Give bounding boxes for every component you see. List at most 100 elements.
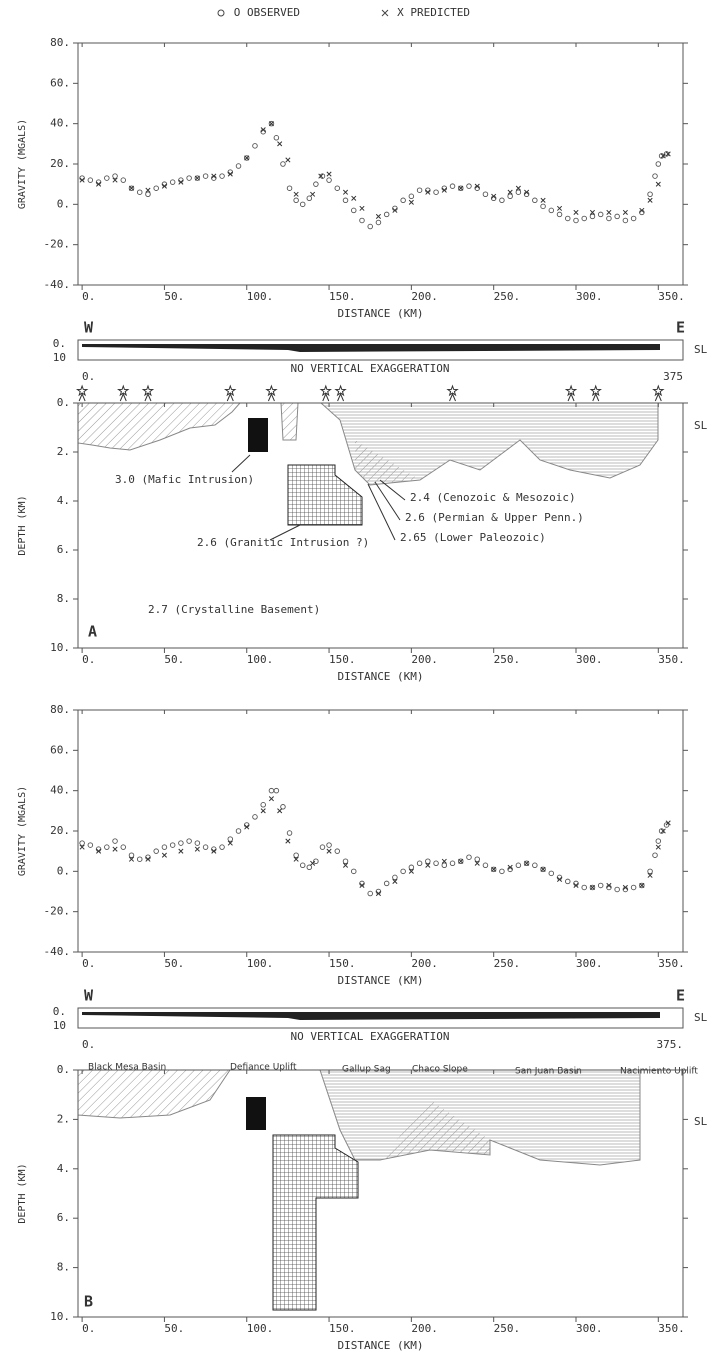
observed-point <box>515 189 522 195</box>
observed-point <box>235 828 242 834</box>
predicted-point <box>556 876 563 882</box>
strip-note: NO VERTICAL EXAGGERATION <box>291 362 450 375</box>
predicted-point <box>342 862 349 868</box>
predicted-point <box>178 179 184 185</box>
predicted-point <box>408 199 414 205</box>
y-tick-label: -40. <box>44 945 71 958</box>
x-tick-label: 300. <box>576 1322 603 1335</box>
observed-point <box>532 197 538 204</box>
annotation: 2.6 (Permian & Upper Penn.) <box>405 511 584 524</box>
observed-point <box>383 211 390 218</box>
y-tick-label: 80. <box>50 703 70 716</box>
observed-point <box>293 852 299 858</box>
observed-point <box>589 213 596 220</box>
predicted-point <box>194 846 200 852</box>
x-tick-label: 250. <box>494 957 521 970</box>
observed-point <box>286 830 293 836</box>
observed-point <box>400 868 406 875</box>
predicted-point <box>655 844 661 850</box>
predicted-point <box>425 862 431 868</box>
annotation: 2.4 (Cenozoic & Mesozoic) <box>410 491 576 504</box>
predicted-point <box>660 153 666 159</box>
observed-point <box>313 181 319 187</box>
observed-point <box>573 217 579 224</box>
predicted-point <box>326 848 332 854</box>
legend-predicted: X PREDICTED <box>397 6 470 19</box>
strip-west: W <box>84 319 94 337</box>
x-tick-label: 200. <box>411 957 438 970</box>
observed-point <box>342 858 349 865</box>
y-tick-label: 4. <box>57 494 70 507</box>
y-tick-label: -40. <box>44 278 71 291</box>
predicted-point <box>359 205 365 211</box>
sediment <box>355 440 420 485</box>
x-axis-title: DISTANCE (KM) <box>337 1339 423 1352</box>
x-tick-label: 250. <box>494 1322 521 1335</box>
observed-point <box>286 185 293 191</box>
predicted-point <box>665 820 671 826</box>
observed-point <box>79 840 85 846</box>
predicted-point <box>161 183 167 189</box>
observed-point <box>630 215 637 222</box>
observed-point <box>235 163 242 169</box>
observed-point <box>482 191 489 197</box>
observed-point <box>104 844 110 850</box>
observed-point <box>589 884 596 891</box>
observed-point <box>202 173 209 179</box>
observed-point <box>299 201 306 208</box>
predicted-point <box>524 860 530 866</box>
annotation: 2.65 (Lower Paleozoic) <box>400 531 546 544</box>
observed-point <box>252 143 258 149</box>
x-tick-label: 350. <box>658 1322 685 1335</box>
annotation: 3.0 (Mafic Intrusion) <box>115 473 254 486</box>
observed-point <box>482 862 489 869</box>
observed-point <box>466 854 472 860</box>
predicted-point <box>425 189 431 195</box>
predicted-point <box>408 868 414 874</box>
observed-point <box>499 197 505 204</box>
x-tick-label: 150. <box>329 290 356 303</box>
x-tick-label: 250. <box>494 290 521 303</box>
strip-frame <box>77 1007 684 1029</box>
x-tick-label: 300. <box>576 290 603 303</box>
predicted-point <box>145 856 151 862</box>
predicted-point <box>359 882 365 889</box>
predicted-point <box>491 866 497 872</box>
observed-point <box>319 844 326 850</box>
predicted-point <box>260 808 266 814</box>
predicted-point <box>211 173 217 179</box>
observed-point <box>499 868 505 875</box>
observed-point <box>104 175 110 181</box>
station-stand <box>449 392 456 402</box>
observed-point <box>128 185 135 191</box>
observed-point <box>280 804 286 810</box>
mafic-intrusion <box>246 1097 266 1130</box>
observed-point <box>334 185 341 191</box>
predicted-point <box>227 840 233 846</box>
predicted-point <box>573 209 579 215</box>
strip-start: 0. <box>82 1038 95 1051</box>
strip-frame <box>77 339 684 361</box>
y-tick-label: 8. <box>57 1261 70 1274</box>
profile-strip: W E 0. 10 NO VERTICAL EXAGGERATION 0. 37… <box>53 987 708 1052</box>
x-axis-title: DISTANCE (KM) <box>337 974 423 987</box>
strip-bottom: 10 <box>53 1019 66 1032</box>
observed-point <box>416 187 423 193</box>
plot-frame <box>77 709 684 953</box>
x-tick-label: 50. <box>164 290 184 303</box>
observed-point <box>458 858 464 865</box>
observed-point <box>614 213 620 220</box>
observed-point <box>268 120 275 127</box>
x-tick-label: 50. <box>164 653 184 666</box>
observed-point <box>359 217 365 224</box>
observed-point <box>597 211 604 218</box>
observed-point <box>342 197 349 204</box>
observed-point <box>260 802 266 808</box>
x-tick-label: 100. <box>247 653 274 666</box>
sea-level-label: SL <box>694 419 708 432</box>
strip-profile <box>82 1012 660 1020</box>
observed-point <box>202 844 209 850</box>
predicted-point <box>458 858 464 864</box>
station-stand <box>78 392 86 402</box>
sediment <box>380 1100 490 1160</box>
